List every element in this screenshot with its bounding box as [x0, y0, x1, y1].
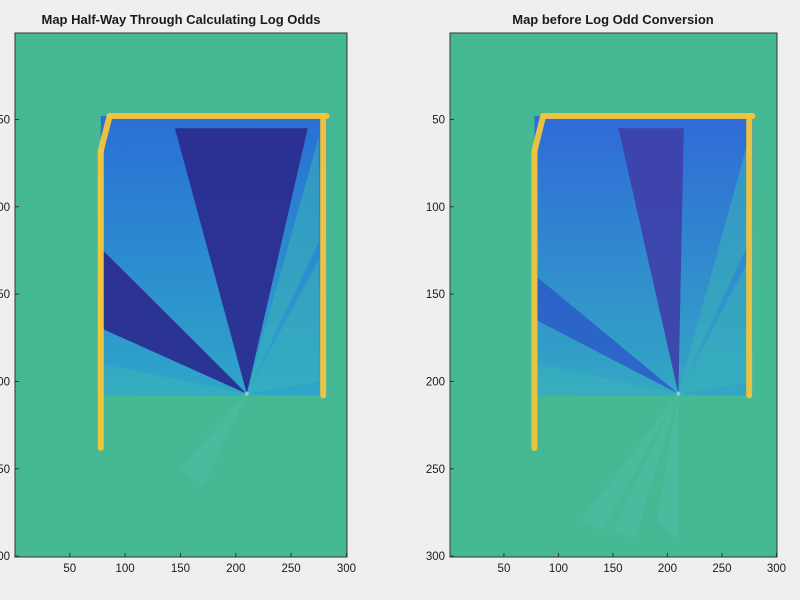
left-strong-free-wedge — [103, 250, 247, 394]
right-x-tick-label: 300 — [767, 563, 786, 575]
right-strong-free-wedge — [536, 276, 679, 394]
right-ticks: 50 100 150 200 250 300 50 100 150 200 250 300 — [426, 114, 786, 575]
left-x-tick-label: 300 — [337, 563, 356, 575]
right-map-layer — [531, 112, 756, 539]
left-x-tick-label: 250 — [282, 563, 301, 575]
right-chart-title: Map before Log Odd Conversion — [512, 12, 714, 27]
left-y-tick-label: 50 — [0, 114, 10, 126]
right-y-tick-label: 200 — [426, 376, 445, 388]
left-sensor-ray — [103, 364, 247, 396]
right-y-tick-label: 250 — [426, 464, 445, 476]
left-y-tick-label: 150 — [0, 289, 10, 301]
left-x-tick-label: 50 — [63, 563, 76, 575]
left-x-tick-label: 100 — [116, 563, 135, 575]
left-y-tick-label: 300 — [0, 551, 10, 563]
right-sensor-ray — [645, 393, 701, 396]
right-wall-segment — [531, 112, 547, 154]
right-escaped-beam — [656, 393, 679, 539]
right-x-tick-label: 50 — [498, 563, 511, 575]
left-map-layer — [97, 112, 330, 487]
right-axes-box — [449, 32, 778, 558]
right-escaped-beam — [580, 393, 679, 530]
left-y-tick-label: 200 — [0, 376, 10, 388]
left-x-tick-label: 200 — [226, 563, 245, 575]
right-robot-marker — [676, 391, 681, 396]
right-sensor-ray — [536, 364, 679, 396]
left-sensor-ray — [246, 136, 319, 394]
right-x-tick-label: 250 — [712, 563, 731, 575]
right-x-tick-label: 100 — [549, 563, 568, 575]
right-sensor-ray — [678, 136, 750, 394]
left-wall-segment — [97, 112, 113, 154]
left-y-tick-label: 250 — [0, 464, 10, 476]
right-y-tick-label: 150 — [426, 289, 445, 301]
left-ticks: 50 100 150 200 250 300 50 100 150 200 250 300 — [0, 114, 356, 575]
right-panel: Map before Log Odd Conversion 50 100 150 20… — [426, 12, 786, 575]
left-escaped-beam — [180, 393, 247, 487]
right-x-tick-label: 200 — [658, 563, 677, 575]
left-x-tick-label: 150 — [171, 563, 190, 575]
left-strong-free-wedge — [174, 128, 308, 394]
left-chart-title: Map Half-Way Through Calculating Log Odd… — [41, 12, 320, 27]
left-sensor-ray — [213, 393, 269, 396]
right-y-tick-label: 50 — [432, 114, 445, 126]
left-axes-box — [14, 32, 348, 558]
left-panel: Map Half-Way Through Calculating Log Odd… — [0, 12, 356, 575]
left-sensor-ray — [246, 259, 319, 394]
right-y-tick-label: 100 — [426, 202, 445, 214]
right-y-tick-label: 300 — [426, 551, 445, 563]
right-sensor-ray — [678, 259, 750, 394]
left-y-tick-label: 100 — [0, 202, 10, 214]
left-robot-marker — [244, 391, 249, 396]
right-strong-free-wedge — [618, 128, 684, 394]
right-escaped-beam — [613, 393, 679, 539]
right-x-tick-label: 150 — [603, 563, 622, 575]
